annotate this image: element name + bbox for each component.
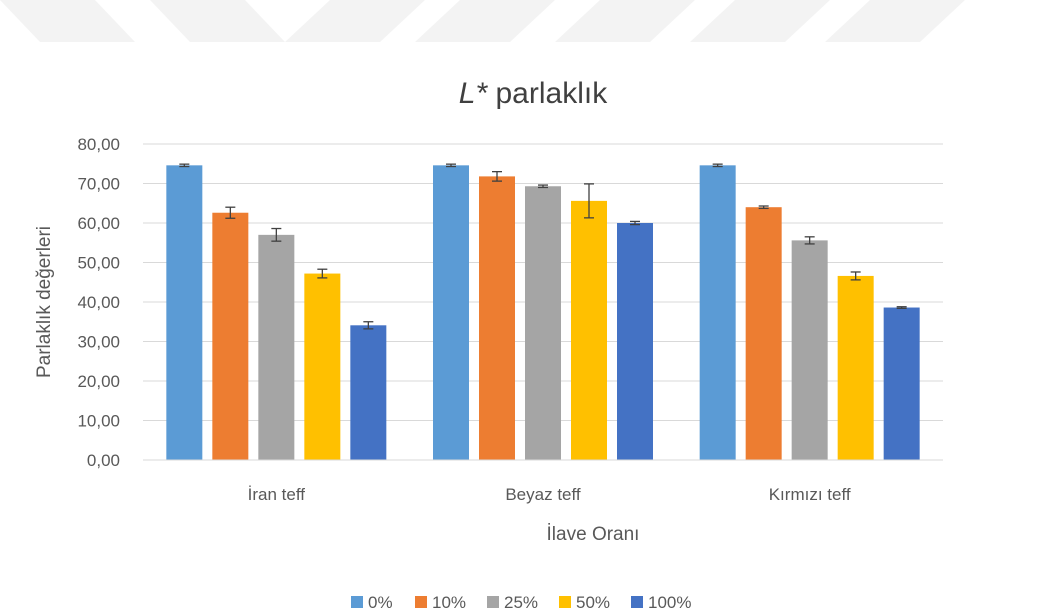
legend-item: 25%: [487, 593, 538, 612]
bar: [883, 307, 920, 460]
chart-title: L* parlaklık: [459, 77, 608, 110]
bar: [433, 165, 469, 460]
bar: [525, 186, 561, 460]
error-bar: [804, 236, 815, 245]
y-tick-label: 30,00: [77, 333, 120, 352]
y-tick-label: 50,00: [77, 254, 120, 273]
y-tick-label: 0,00: [87, 451, 120, 470]
legend-label: 50%: [576, 593, 610, 612]
bar: [166, 165, 203, 460]
y-tick-label: 80,00: [77, 135, 120, 154]
legend-swatch: [351, 596, 363, 608]
y-axis-title: Parlaklık değerleri: [34, 226, 55, 378]
bar: [571, 200, 607, 460]
bar: [791, 240, 828, 460]
error-bar: [538, 184, 548, 189]
bar: [212, 212, 249, 460]
bar: [837, 275, 874, 460]
x-category-label: İran teff: [248, 485, 306, 504]
legend: 0% 10% 25% 50% 100%: [351, 593, 691, 612]
y-tick-label: 40,00: [77, 293, 120, 312]
bar: [699, 165, 736, 460]
legend-label: 0%: [368, 593, 393, 612]
legend-item: 100%: [631, 593, 691, 612]
legend-label: 100%: [648, 593, 691, 612]
error-bar: [179, 163, 190, 168]
error-bar: [630, 220, 640, 226]
error-bar: [317, 268, 328, 279]
bar: [745, 207, 782, 460]
legend-swatch: [559, 596, 571, 608]
bar: [617, 223, 653, 460]
legend-item: 10%: [415, 593, 466, 612]
legend-label: 10%: [432, 593, 466, 612]
error-bar: [271, 227, 282, 242]
y-tick-label: 20,00: [77, 372, 120, 391]
chart-title-rest: parlaklık: [487, 77, 608, 110]
y-tick-label: 70,00: [77, 175, 120, 194]
error-bar: [850, 271, 861, 281]
x-category-label: Beyaz teff: [505, 485, 581, 504]
error-bar: [758, 205, 769, 210]
x-category-label: Kırmızı teff: [769, 485, 851, 504]
bar: [304, 273, 341, 460]
chart-title-italic: L*: [459, 77, 489, 110]
error-bar: [363, 321, 374, 330]
x-axis-categories: İran teff Beyaz teff Kırmızı teff: [248, 485, 851, 504]
legend-label: 25%: [504, 593, 538, 612]
error-bar: [712, 163, 723, 168]
error-bar: [896, 306, 907, 309]
legend-swatch: [631, 596, 643, 608]
legend-swatch: [487, 596, 499, 608]
error-bars: [179, 163, 907, 330]
error-bar: [225, 206, 236, 219]
bar: [479, 176, 515, 460]
bar: [258, 234, 295, 460]
legend-item: 50%: [559, 593, 610, 612]
y-axis-ticks: 0,00 10,00 20,00 30,00 40,00 50,00 60,00 70,00 8…: [77, 135, 120, 470]
decorative-header-stripes: [0, 0, 965, 42]
error-bar: [584, 183, 594, 219]
y-tick-label: 10,00: [77, 412, 120, 431]
error-bar: [492, 170, 502, 182]
bar: [350, 325, 387, 460]
legend-swatch: [415, 596, 427, 608]
y-tick-label: 60,00: [77, 214, 120, 233]
legend-item: 0%: [351, 593, 393, 612]
x-axis-title: İlave Oranı: [547, 524, 640, 545]
bars: [166, 165, 920, 460]
error-bar: [446, 163, 456, 168]
